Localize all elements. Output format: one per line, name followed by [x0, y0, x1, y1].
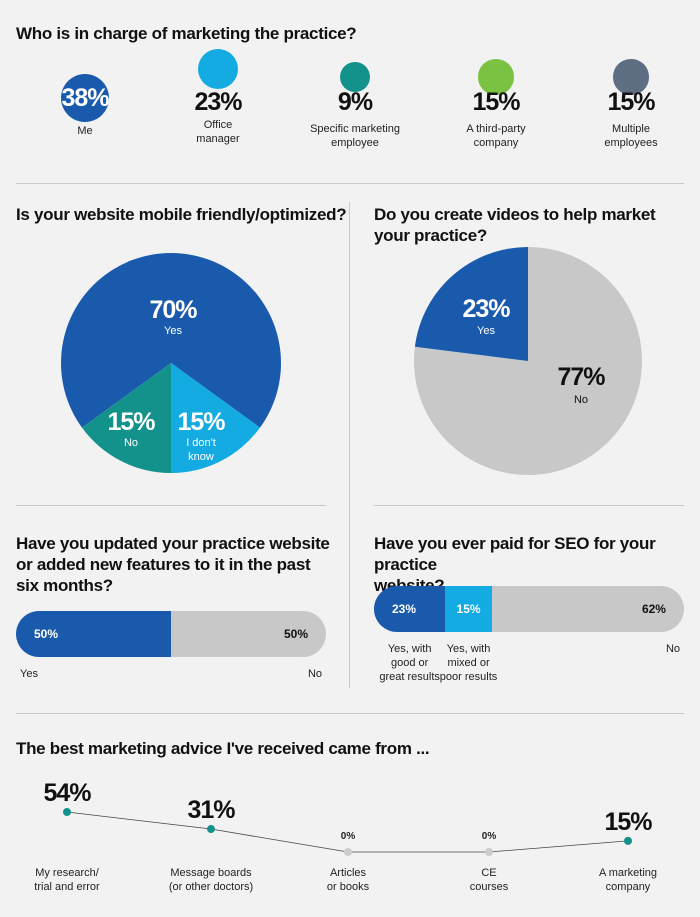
bubble-label: Office manager: [196, 119, 240, 145]
pie-value: 15%: [177, 408, 225, 436]
divider: [16, 713, 684, 714]
seo-label: Yes, with mixed or poor results: [439, 643, 498, 683]
advice-value: 54%: [43, 779, 91, 807]
advice-title: The best marketing advice I've received …: [16, 739, 430, 758]
updated-label: No: [307, 668, 322, 680]
pie-slice-i-don-t-know: [171, 363, 260, 473]
bubble-value: 9%: [337, 88, 373, 116]
advice-line-chart: [63, 808, 632, 856]
mobile-title: Is your website mobile friendly/optimize…: [16, 205, 347, 224]
bubble-label: Specific marketing employee: [310, 123, 400, 149]
advice-category: CE courses: [469, 867, 509, 893]
seo-segment-2: 62%: [491, 586, 684, 632]
seo-segment-value: 15%: [456, 602, 481, 616]
updated-title: Have you updated your practice website o…: [16, 534, 330, 595]
advice-value: 0%: [340, 831, 356, 842]
advice-point: [624, 836, 632, 845]
advice-category: Message boards (or other doctors): [168, 867, 254, 893]
advice-point: [207, 825, 215, 834]
updated-segment-value: 50%: [34, 627, 59, 641]
pie-value: 23%: [462, 295, 510, 323]
seo-segment-value: 23%: [392, 602, 417, 616]
charge-title: Who is in charge of marketing the practi…: [16, 24, 357, 43]
pie-value: 15%: [107, 408, 155, 436]
advice-value: 31%: [187, 796, 235, 825]
pie-slice-yes: [61, 252, 282, 428]
bubble-3: [478, 59, 514, 95]
seo-label: No: [665, 643, 680, 655]
divider: [16, 183, 684, 184]
updated-segment-1: 50%: [171, 611, 326, 657]
advice-category: My research/ trial and error: [34, 867, 100, 893]
advice-point: [63, 808, 71, 816]
pie-value: 77%: [557, 363, 605, 391]
bubble-value: 15%: [472, 88, 520, 116]
vertical-divider: [349, 202, 350, 688]
bubble-value: 38%: [61, 84, 109, 112]
pie-value: 70%: [149, 296, 197, 324]
bubble-value: 23%: [194, 88, 242, 116]
updated-segment-value: 50%: [283, 627, 308, 641]
videos-title: Do you create videos to help market your…: [374, 205, 656, 245]
divider: [16, 505, 326, 506]
bubble-label: Me: [77, 125, 93, 137]
advice-category: A marketing company: [598, 867, 658, 893]
seo-label: Yes, with good or great results: [379, 643, 440, 683]
bubble-0: [61, 74, 109, 122]
bubble-label: A third-party company: [466, 123, 526, 149]
pie-label: I don't know: [186, 437, 216, 463]
pie-label: No: [573, 394, 589, 406]
seo-segment-1: 15%: [445, 586, 492, 632]
updated-label: Yes: [20, 668, 38, 680]
advice-category: Articles or books: [326, 867, 370, 893]
pie-slice-no: [82, 363, 171, 473]
updated-segment-0: 50%: [16, 611, 171, 657]
advice-point: [344, 848, 352, 856]
updated-stacked-bar: 50% 50%: [16, 611, 326, 657]
advice-value: 0%: [481, 831, 497, 842]
pie-slice-yes: [414, 247, 528, 361]
bubble-value: 15%: [607, 88, 655, 116]
bubble-2: [339, 61, 371, 93]
divider: [374, 505, 684, 506]
advice-point: [485, 848, 493, 856]
seo-stacked-bar: 23% 15% 62%: [374, 586, 684, 632]
pie-label: No: [123, 437, 139, 449]
pie-label: Yes: [164, 325, 182, 337]
advice-value: 15%: [604, 807, 652, 836]
bubble-1: [197, 48, 239, 90]
seo-segment-0: 23%: [374, 586, 446, 632]
seo-segment-value: 62%: [641, 602, 666, 616]
bubble-4: [613, 59, 649, 95]
bubble-label: Multiple employees: [604, 123, 658, 149]
pie-label: Yes: [477, 325, 495, 337]
